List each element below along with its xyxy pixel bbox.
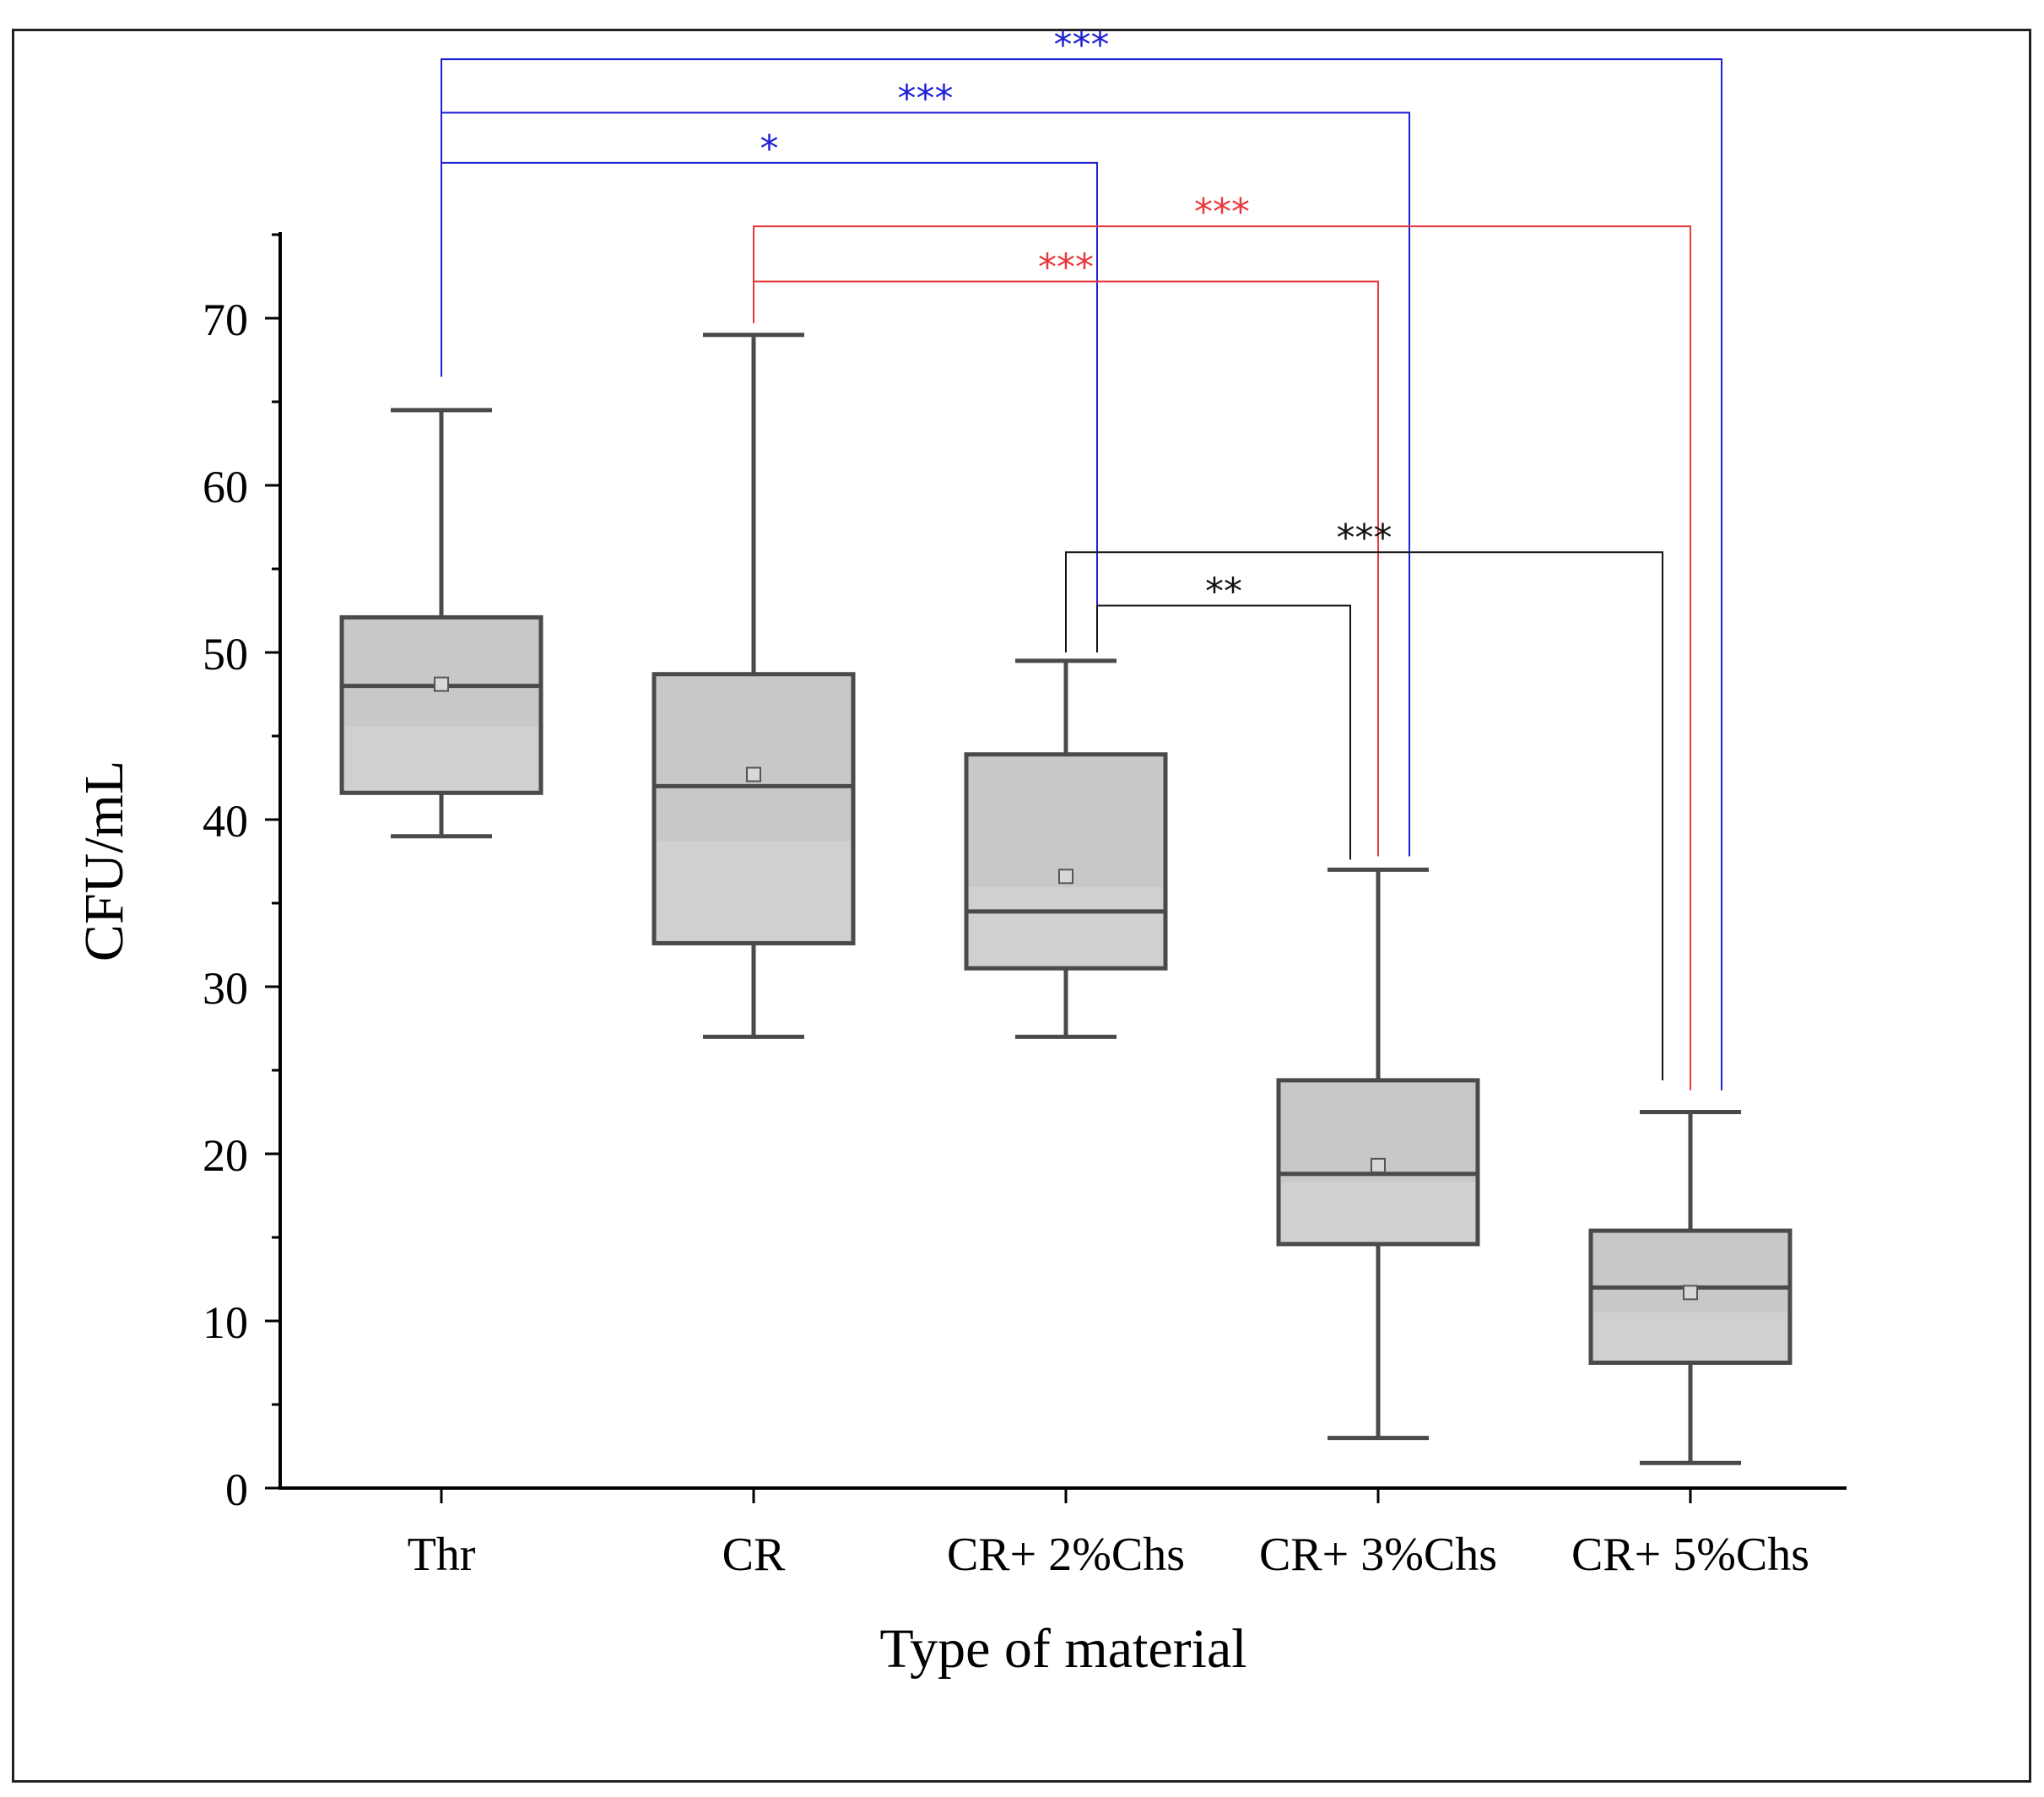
box-mean-marker — [746, 766, 761, 782]
box-shade — [344, 726, 538, 791]
significance-label: *** — [1337, 517, 1392, 560]
box-shade — [657, 841, 851, 941]
plot-area: 0 10 20 30 40 50 60 70 Thr CR CR+ 2%Chs CR+ 3%Chs CR… — [203, 24, 1847, 1581]
box-shade — [1281, 1182, 1475, 1242]
box-mean-marker — [1371, 1157, 1386, 1173]
significance-bracket — [753, 280, 1379, 857]
significance-label: *** — [898, 77, 954, 120]
significance-bracket — [1096, 604, 1351, 860]
box-shade — [969, 886, 1163, 966]
box-mean-marker — [1058, 869, 1073, 885]
y-tick-label: 0 — [225, 1464, 248, 1515]
significance-bracket — [441, 161, 1098, 648]
significance-label: *** — [1194, 191, 1250, 234]
significance-label: * — [760, 127, 779, 170]
significance-label: *** — [1054, 24, 1110, 67]
x-tick-label: CR+ 3%Chs — [1259, 1529, 1497, 1581]
y-tick-label: 60 — [203, 462, 248, 512]
significance-bracket — [1065, 551, 1663, 1080]
y-tick-label: 20 — [203, 1130, 248, 1181]
box-mean-marker — [1683, 1285, 1698, 1301]
y-tick-label: 70 — [203, 295, 248, 345]
box-shade — [1593, 1313, 1787, 1361]
x-tick-label: CR+ 2%Chs — [947, 1529, 1185, 1581]
significance-bracket — [753, 225, 1691, 1091]
x-tick-label: CR+ 5%Chs — [1571, 1529, 1809, 1581]
y-tick-label: 50 — [203, 629, 248, 679]
significance-label: *** — [1038, 246, 1094, 289]
significance-label: ** — [1205, 571, 1242, 614]
y-tick-label: 30 — [203, 963, 248, 1014]
y-tick-label: 10 — [203, 1297, 248, 1348]
y-tick-label: 40 — [203, 796, 248, 847]
x-tick-label: Thr — [408, 1529, 476, 1581]
x-axis-label: Type of material — [879, 1618, 1246, 1680]
significance-bracket — [441, 111, 1410, 857]
y-axis-label: CFU/mL — [73, 760, 135, 961]
box-mean-marker — [434, 676, 449, 692]
x-tick-label: CR — [722, 1529, 786, 1581]
